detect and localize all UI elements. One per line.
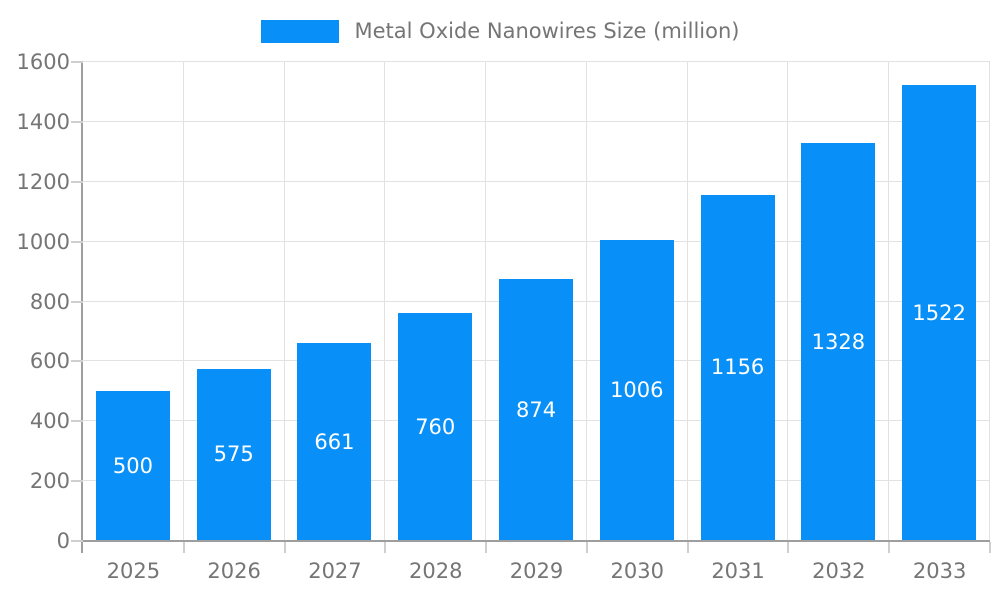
y-axis-label: 1600 [16, 50, 70, 74]
y-axis-label: 1000 [16, 229, 70, 254]
bar-value-label: 1156 [710, 355, 765, 380]
y-axis-label: 600 [29, 349, 70, 374]
bar-value-label: 575 [213, 442, 254, 467]
bar[interactable]: 575 [196, 368, 271, 541]
bar[interactable]: 874 [499, 279, 574, 541]
gridline-horizontal [83, 240, 990, 242]
bar[interactable]: 760 [398, 313, 473, 541]
category-slot: 1328 [788, 62, 890, 541]
y-axis-tick [71, 180, 83, 183]
category-slot: 760 [385, 62, 487, 541]
gridline-horizontal [83, 120, 990, 122]
bar-value-label: 500 [112, 453, 153, 478]
bar[interactable]: 1006 [599, 239, 674, 541]
x-axis-baseline [83, 540, 990, 542]
gridline-horizontal [83, 61, 990, 62]
y-axis-tick [71, 300, 83, 303]
bar[interactable]: 500 [95, 391, 170, 541]
x-axis-tick [686, 542, 689, 553]
x-axis-label: 2027 [308, 559, 362, 583]
x-axis-tick [182, 542, 185, 553]
category-slot: 500 [83, 62, 184, 541]
x-axis-tick [787, 542, 790, 553]
x-axis-tick [283, 542, 286, 553]
category-slot: 1156 [688, 62, 789, 541]
x-axis-tick [485, 542, 488, 553]
bar-value-label: 1522 [912, 300, 966, 325]
bar[interactable]: 1156 [700, 194, 775, 541]
x-axis-label: 2031 [711, 559, 765, 583]
y-axis-label: 1400 [16, 109, 70, 134]
y-axis-tick [71, 420, 83, 423]
bar-value-label: 1328 [811, 329, 866, 354]
x-axis-tick [989, 542, 991, 553]
category-slot: 1006 [587, 62, 688, 541]
y-axis-tick [71, 61, 83, 63]
y-axis-label: 400 [29, 409, 70, 434]
y-axis-tick [71, 240, 83, 243]
bar[interactable]: 661 [297, 343, 372, 541]
legend-swatch[interactable] [260, 19, 339, 43]
x-axis-label: 2033 [912, 559, 967, 583]
category-slot: 1522 [889, 62, 991, 541]
y-axis-tick [71, 540, 83, 542]
y-axis-tick [71, 360, 83, 363]
x-axis-tick [384, 542, 387, 553]
plot-area: 500 575 661 760 874 1006 1156 1328 1522 [83, 61, 991, 541]
x-axis-label: 2026 [207, 559, 261, 583]
x-axis-label: 2028 [408, 559, 463, 583]
y-axis-label: 0 [56, 529, 70, 553]
y-axis-label: 1200 [16, 169, 70, 194]
x-axis-label: 2032 [812, 559, 866, 583]
x-axis-label: 2025 [106, 559, 161, 583]
y-axis-line [81, 62, 83, 553]
x-axis-tick [888, 542, 891, 553]
x-axis-tick [585, 542, 588, 553]
y-axis-tick [71, 120, 83, 123]
legend-label[interactable]: Metal Oxide Nanowires Size (million) [354, 19, 740, 43]
category-slot: 874 [486, 62, 587, 541]
category-slot: 661 [285, 62, 386, 541]
y-axis-tick [71, 480, 83, 483]
y-axis-label: 800 [29, 289, 70, 314]
bar-value-label: 1006 [610, 377, 664, 402]
bar-value-label: 874 [515, 397, 557, 422]
bar-value-label: 760 [415, 414, 456, 439]
bar-value-label: 661 [314, 429, 355, 454]
bar[interactable]: 1522 [902, 85, 977, 541]
legend[interactable]: Metal Oxide Nanowires Size (million) [0, 16, 1000, 46]
category-slot: 575 [184, 62, 285, 541]
x-axis-label: 2029 [509, 559, 564, 583]
x-axis-label: 2030 [610, 559, 664, 583]
bar[interactable]: 1328 [801, 143, 876, 541]
gridline-horizontal [83, 180, 990, 182]
y-axis-label: 200 [29, 469, 70, 494]
